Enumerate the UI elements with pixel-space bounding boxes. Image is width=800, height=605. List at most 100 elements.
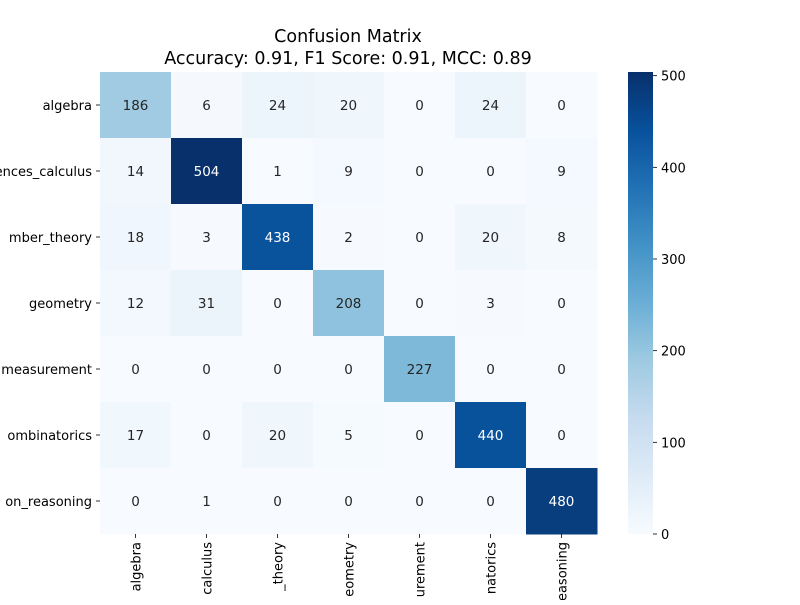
heatmap-cell [100,204,172,271]
cell-value-label: 0 [344,362,353,378]
cell-value-label: 1 [273,164,282,180]
cell-value-label: 20 [482,230,499,246]
cell-value-label: 20 [269,428,286,444]
heatmap-cell [100,468,172,535]
row-label: mber_theory [9,231,92,246]
heatmap-cell [242,270,314,337]
cell-value-label: 31 [198,296,215,312]
cell-value-label: 0 [415,296,424,312]
heatmap-cell [313,468,385,535]
cell-value-label: 14 [127,164,144,180]
heatmap-cell [242,336,314,403]
heatmap-cell [526,72,598,139]
col-label: eometry [343,542,358,597]
colorbar-tick-label: 0 [661,528,669,543]
cell-value-label: 3 [486,296,495,312]
heatmap-cell [526,270,598,337]
cell-value-label: 12 [127,296,144,312]
heatmap-cell [171,468,243,535]
heatmap-cell [455,336,527,403]
heatmap-cell [242,204,314,271]
cell-value-label: 9 [557,164,566,180]
heatmap-cell [313,138,385,205]
cell-value-label: 0 [344,494,353,510]
heatmap-cell [384,72,456,139]
col-label: easoning [556,542,571,600]
heatmap-cell [100,336,172,403]
cell-value-label: 440 [478,428,504,444]
colorbar-tick-label: 100 [661,436,686,451]
cell-value-label: 504 [194,164,220,180]
cell-value-label: 208 [336,296,362,312]
chart-title: Confusion Matrix [274,27,422,47]
heatmap-cell [526,468,598,535]
cell-value-label: 3 [202,230,211,246]
heatmap-cell [384,402,456,469]
heatmap-cell [455,402,527,469]
heatmap-cell [242,138,314,205]
heatmap-cell [242,468,314,535]
cell-value-label: 227 [407,362,433,378]
col-label: calculus [201,542,216,595]
cell-value-label: 0 [415,428,424,444]
heatmap-cell [171,336,243,403]
cell-value-label: 0 [131,362,140,378]
heatmap-cell [242,72,314,139]
cell-value-label: 480 [549,494,575,510]
cell-value-label: 24 [482,98,499,114]
cell-value-label: 0 [202,428,211,444]
colorbar-gradient [628,72,653,534]
heatmap-cell [384,138,456,205]
heatmap-cell [384,270,456,337]
row-labels: algebra ences_calculus mber_theory geometry… [0,99,100,510]
heatmap-cell [171,270,243,337]
row-label: algebra [43,99,92,114]
cell-value-label: 0 [415,494,424,510]
heatmap-cell [526,336,598,403]
row-label: ombinatorics [7,429,92,444]
cell-value-label: 0 [557,296,566,312]
heatmap-cells [100,72,598,535]
cell-value-label: 20 [340,98,357,114]
heatmap-cell [171,402,243,469]
cell-value-label: 0 [415,230,424,246]
heatmap-cell [100,72,172,139]
heatmap-cell [171,72,243,139]
cell-value-label: 0 [557,362,566,378]
cell-value-label: 24 [269,98,286,114]
row-label: on_reasoning [5,495,92,510]
col-label: _theory [272,542,287,592]
heatmap-cell [384,336,456,403]
heatmap-cell [100,402,172,469]
heatmap-cell-labels: 186 6 24 20 0 24 014 504 1 9 0 0 918 3 438 2 0 20 812 31 0 20… [123,98,575,510]
heatmap-cell [384,204,456,271]
heatmap-cell [100,138,172,205]
colorbar-tick-label: 300 [661,253,686,268]
heatmap-cell [313,72,385,139]
chart-subtitle: Accuracy: 0.91, F1 Score: 0.91, MCC: 0.8… [164,49,531,69]
row-label: measurement [1,363,92,378]
heatmap-cell [313,402,385,469]
heatmap-cell [313,204,385,271]
heatmap-cell [526,204,598,271]
cell-value-label: 186 [123,98,149,114]
heatmap-cell [526,402,598,469]
heatmap-cell [455,270,527,337]
cell-value-label: 0 [557,98,566,114]
heatmap-cell [171,204,243,271]
colorbar-tick-label: 500 [661,70,686,85]
colorbar-tick-label: 200 [661,345,686,360]
heatmap-cell [455,204,527,271]
cell-value-label: 18 [127,230,144,246]
heatmap-cell [242,402,314,469]
cell-value-label: 0 [557,428,566,444]
cell-value-label: 0 [273,494,282,510]
cell-value-label: 0 [486,164,495,180]
heatmap-cell [455,468,527,535]
cell-value-label: 8 [557,230,566,246]
heatmap-cell [526,138,598,205]
col-label: natorics [485,542,500,594]
cell-value-label: 0 [131,494,140,510]
